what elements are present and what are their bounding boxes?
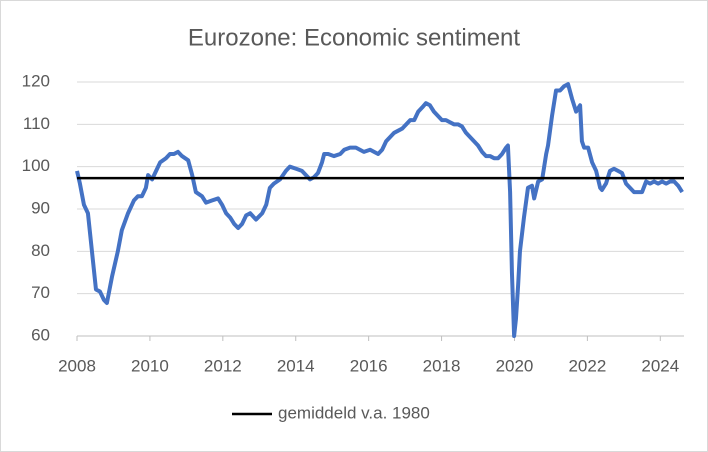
x-tick-label: 2014 [277,356,315,375]
legend-label: gemiddeld v.a. 1980 [278,403,430,422]
x-tick-label: 2008 [58,356,96,375]
x-tick-label: 2010 [131,356,169,375]
x-tick-label: 2016 [350,356,388,375]
x-tick-label: 2022 [568,356,606,375]
y-tick-label: 90 [31,198,50,217]
series-line [75,82,684,338]
x-tick-label: 2020 [496,356,534,375]
x-tick-label: 2024 [641,356,679,375]
y-tick-label: 70 [31,283,50,302]
y-tick-label: 110 [23,114,50,133]
chart-title: Eurozone: Economic sentiment [188,24,521,51]
x-tick-label: 2012 [204,356,242,375]
x-tick-label: 2018 [423,356,461,375]
y-tick-label: 60 [31,325,50,344]
y-tick-label: 100 [22,156,50,175]
y-tick-label: 120 [22,71,50,90]
y-tick-label: 80 [31,241,50,260]
